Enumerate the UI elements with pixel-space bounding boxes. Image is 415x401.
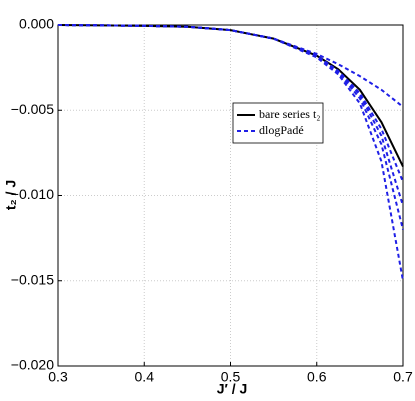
x-tick-label: 0.6 [307, 369, 327, 385]
x-tick-label: 0.4 [135, 369, 155, 385]
legend-label: bare series t₂ [259, 107, 321, 121]
line [57, 24, 404, 281]
plot-frame [57, 24, 404, 367]
y-tick-label: −0.010 [11, 186, 54, 202]
y-axis-label: t₂ / J [3, 180, 19, 210]
x-tick-label: 0.3 [48, 369, 68, 385]
x-tick-label: 0.7 [393, 369, 413, 385]
y-tick-label: −0.015 [11, 271, 54, 287]
legend-box [232, 102, 324, 144]
y-tick-label: −0.005 [11, 101, 54, 117]
x-axis-label: J′ / J [217, 381, 248, 397]
legend: bare series t₂ dlogPadé [232, 102, 324, 144]
y-tick-label: −0.020 [11, 357, 54, 373]
y-tick-label: 0.000 [19, 16, 54, 32]
x-tick-label: 0.5 [221, 369, 241, 385]
legend-label: dlogPadé [259, 123, 304, 137]
